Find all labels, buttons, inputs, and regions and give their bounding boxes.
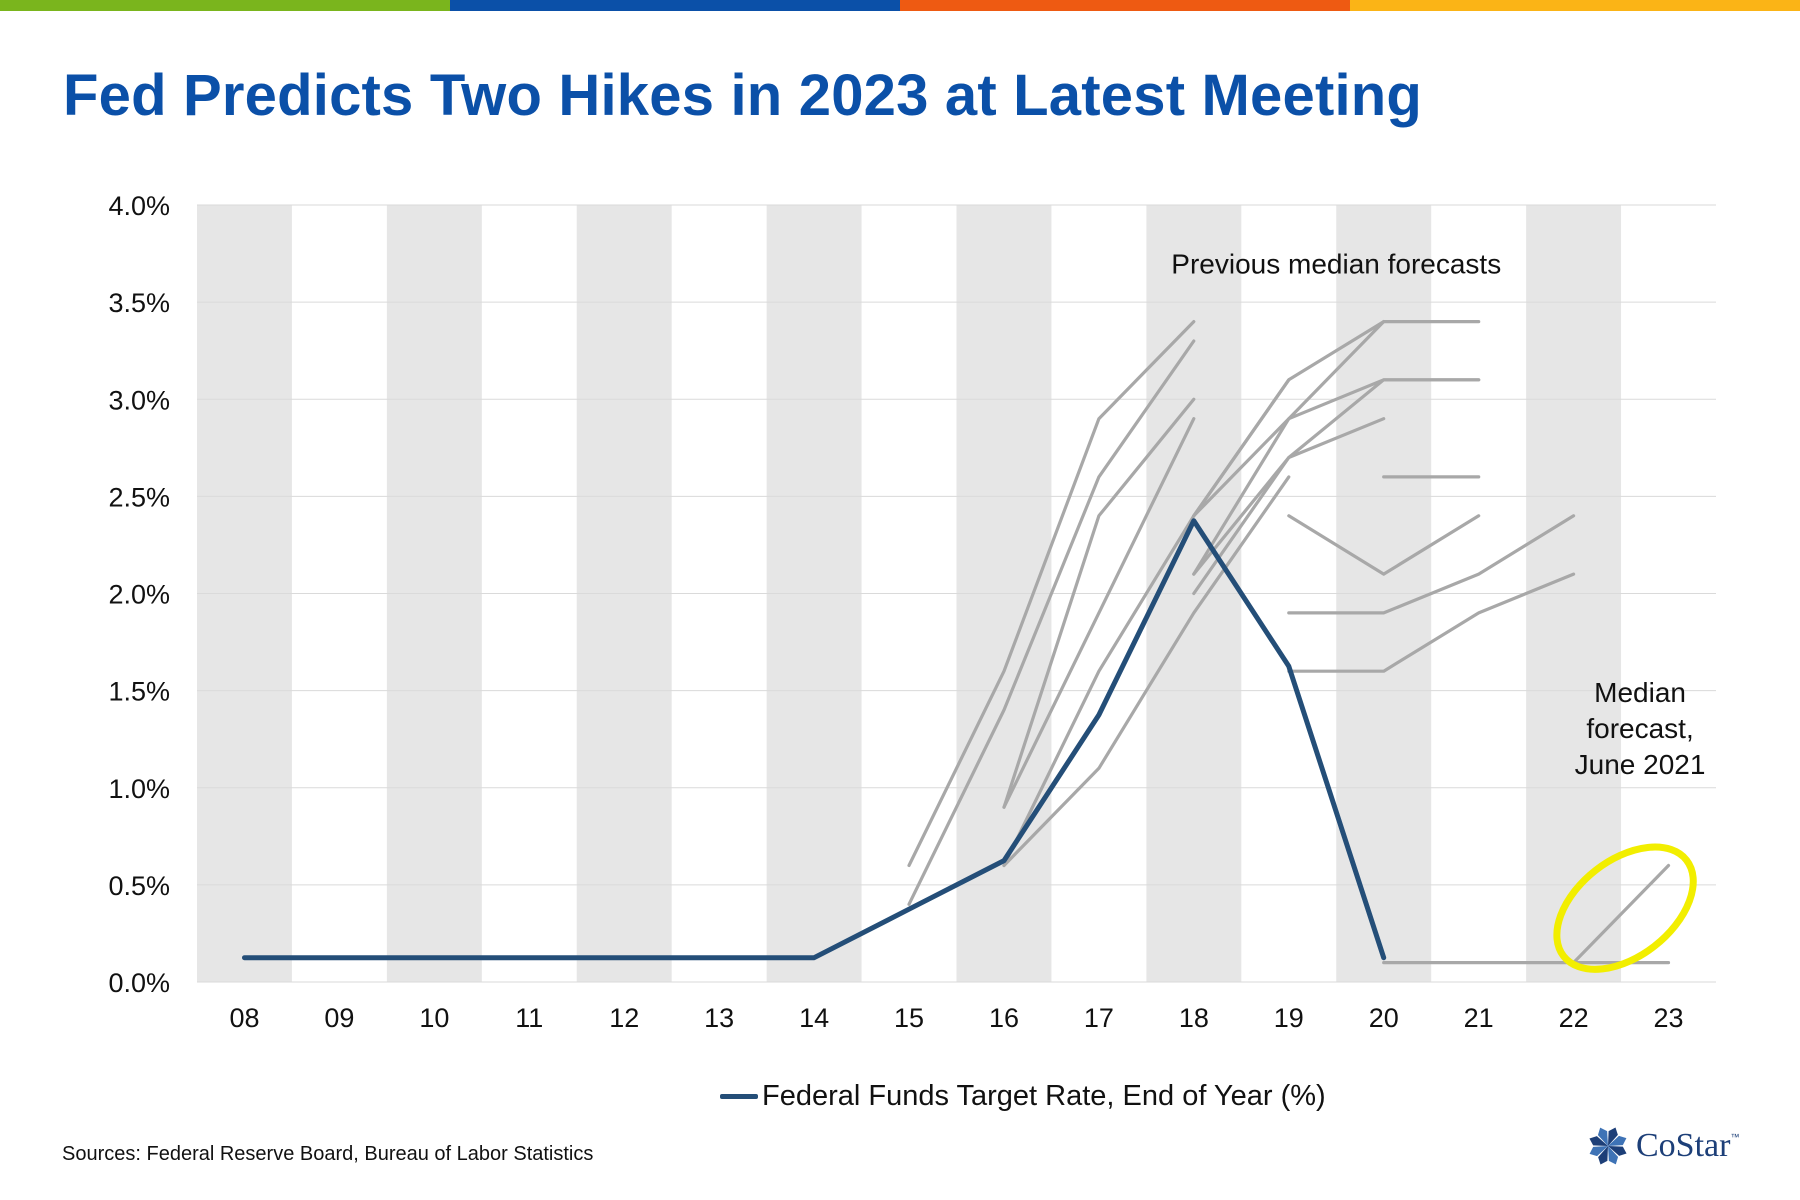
top-bar-blue — [450, 0, 900, 11]
x-tick-label: 21 — [1464, 1003, 1494, 1033]
y-tick-label: 1.5% — [108, 677, 170, 707]
y-tick-label: 2.0% — [108, 580, 170, 610]
y-tick-label: 0.5% — [108, 871, 170, 901]
y-tick-label: 3.0% — [108, 385, 170, 415]
forecast-line — [1002, 397, 1196, 809]
annotation-median-forecast: Median forecast, June 2021 — [1575, 677, 1706, 780]
top-bar-yellow — [1350, 0, 1800, 11]
logo-text: CoStar — [1636, 1127, 1731, 1164]
page-title: Fed Predicts Two Hikes in 2023 at Latest… — [63, 63, 1423, 128]
forecast-line — [1287, 514, 1481, 576]
forecast-line — [1287, 514, 1576, 615]
forecast-line — [1571, 863, 1671, 965]
legend-line-swatch — [720, 1094, 758, 1099]
source-note: Sources: Federal Reserve Board, Bureau o… — [62, 1143, 594, 1165]
x-tick-label: 10 — [419, 1003, 449, 1033]
x-tick-label: 11 — [515, 1003, 543, 1033]
x-tick-label: 19 — [1274, 1003, 1304, 1033]
x-tick-label: 23 — [1654, 1003, 1684, 1033]
top-bar-orange — [900, 0, 1350, 11]
highlight-circle — [1553, 843, 1697, 973]
logo-trademark: ™ — [1730, 1132, 1740, 1142]
top-bar-green — [0, 0, 450, 11]
y-tick-label: 4.0% — [108, 191, 170, 221]
costar-logo: CoStar ™ — [1586, 1124, 1739, 1168]
x-tick-label: 16 — [989, 1003, 1019, 1033]
x-tick-label: 09 — [324, 1003, 354, 1033]
logo-star-point — [1608, 1127, 1618, 1146]
fed-funds-rate-line — [242, 518, 1387, 961]
logo-star-point — [1597, 1127, 1608, 1146]
x-tick-label: 13 — [704, 1003, 734, 1033]
forecast-line — [1192, 378, 1481, 596]
y-tick-label: 2.5% — [108, 482, 170, 512]
forecast-line — [1287, 572, 1576, 673]
logo-star-point — [1608, 1135, 1627, 1146]
logo-star-point — [1608, 1146, 1619, 1165]
forecast-line — [907, 320, 1196, 868]
x-tick-label: 18 — [1179, 1003, 1209, 1033]
x-tick-label: 20 — [1369, 1003, 1399, 1033]
forecast-line — [907, 339, 1196, 906]
chart-legend: Federal Funds Target Rate, End of Year (… — [720, 1080, 1326, 1113]
logo-star-point — [1608, 1146, 1627, 1156]
x-tick-label: 08 — [229, 1003, 259, 1033]
legend-label: Federal Funds Target Rate, End of Year (… — [762, 1080, 1326, 1112]
x-tick-label: 14 — [799, 1003, 829, 1033]
y-tick-label: 3.5% — [108, 288, 170, 318]
top-color-bar — [0, 0, 1800, 11]
x-tick-label: 17 — [1084, 1003, 1114, 1033]
annotation-previous-forecasts: Previous median forecasts — [1171, 248, 1501, 279]
x-tick-label: 15 — [894, 1003, 924, 1033]
costar-star-icon — [1589, 1127, 1627, 1165]
y-tick-label: 0.0% — [108, 968, 170, 998]
forecast-line — [1002, 475, 1291, 868]
x-tick-label: 22 — [1559, 1003, 1589, 1033]
logo-star-point — [1598, 1146, 1608, 1165]
forecast-line — [1002, 417, 1196, 809]
logo-star-point — [1589, 1146, 1608, 1157]
forecast-line — [1192, 417, 1386, 576]
x-tick-label: 12 — [609, 1003, 639, 1033]
y-tick-label: 1.0% — [108, 774, 170, 804]
logo-star-point — [1589, 1136, 1608, 1146]
forecast-line — [1192, 320, 1481, 518]
